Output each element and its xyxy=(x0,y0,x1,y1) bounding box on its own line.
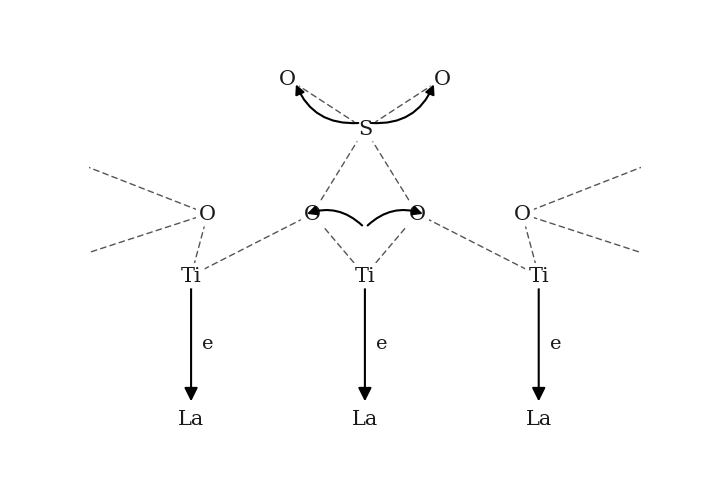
Text: La: La xyxy=(525,409,552,428)
Text: La: La xyxy=(352,409,378,428)
Text: O: O xyxy=(434,70,451,89)
Text: e: e xyxy=(202,335,214,353)
Text: Ti: Ti xyxy=(528,267,549,286)
Text: O: O xyxy=(304,205,321,224)
Text: e: e xyxy=(550,335,561,353)
Text: La: La xyxy=(178,409,204,428)
Text: O: O xyxy=(199,205,216,224)
Text: O: O xyxy=(279,70,296,89)
Text: Ti: Ti xyxy=(181,267,201,286)
Text: O: O xyxy=(409,205,426,224)
Text: e: e xyxy=(376,335,387,353)
Text: S: S xyxy=(357,120,372,139)
Text: O: O xyxy=(513,205,530,224)
Text: Ti: Ti xyxy=(355,267,375,286)
